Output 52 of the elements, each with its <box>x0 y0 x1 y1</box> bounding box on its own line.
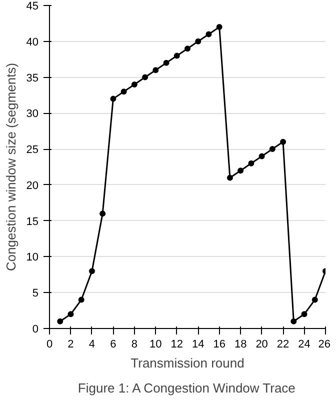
x-tick-label: 0 <box>46 338 53 350</box>
x-tick-label: 20 <box>256 338 268 350</box>
x-axis-title: Transmission round <box>130 356 244 370</box>
point <box>216 24 222 30</box>
point <box>174 52 180 59</box>
x-tick-label: 10 <box>150 338 162 350</box>
y-tick-label: 10 <box>26 252 39 264</box>
point <box>290 318 297 324</box>
point <box>258 153 265 160</box>
point <box>78 296 84 303</box>
point <box>57 318 64 324</box>
x-tick-label: 24 <box>298 338 310 350</box>
point <box>312 296 318 303</box>
point <box>120 88 127 95</box>
point <box>131 81 138 88</box>
y-tick-label: 35 <box>26 72 39 84</box>
point <box>301 311 308 318</box>
point <box>68 311 74 318</box>
point <box>206 31 212 38</box>
x-tick-label: 2 <box>68 338 74 350</box>
y-tick-label: 5 <box>32 288 39 300</box>
y-tick-label: 30 <box>26 108 39 120</box>
point <box>269 146 276 152</box>
x-tick-label: 6 <box>110 338 116 350</box>
x-tick-label: 4 <box>88 338 96 350</box>
x-tick-label: 26 <box>318 338 331 350</box>
y-tick-label: 20 <box>26 180 39 192</box>
point <box>142 74 148 80</box>
point <box>184 46 190 52</box>
point <box>152 67 159 74</box>
point <box>100 210 106 217</box>
y-tick-label: 45 <box>26 0 39 12</box>
y-tick-label: 0 <box>32 324 39 336</box>
y-tick-label: 40 <box>26 36 39 48</box>
point <box>195 38 202 44</box>
y-tick-label: 15 <box>26 216 39 228</box>
point <box>163 60 170 66</box>
x-tick-label: 22 <box>276 338 290 350</box>
point <box>88 268 95 274</box>
y-tick-label: 25 <box>26 144 39 156</box>
x-tick-label: 16 <box>213 338 226 350</box>
point <box>280 138 286 145</box>
x-tick-label: 8 <box>131 338 138 350</box>
point <box>226 174 233 181</box>
y-axis-title: Congestion window size (segments) <box>3 62 18 272</box>
point <box>238 168 244 174</box>
x-tick-label: 12 <box>170 338 184 350</box>
x-tick-label: 18 <box>234 338 247 350</box>
x-tick-label: 14 <box>192 338 204 350</box>
caption: Figure 1: A Congestion Window Trace <box>78 380 296 396</box>
point <box>110 96 116 102</box>
point <box>248 160 254 166</box>
